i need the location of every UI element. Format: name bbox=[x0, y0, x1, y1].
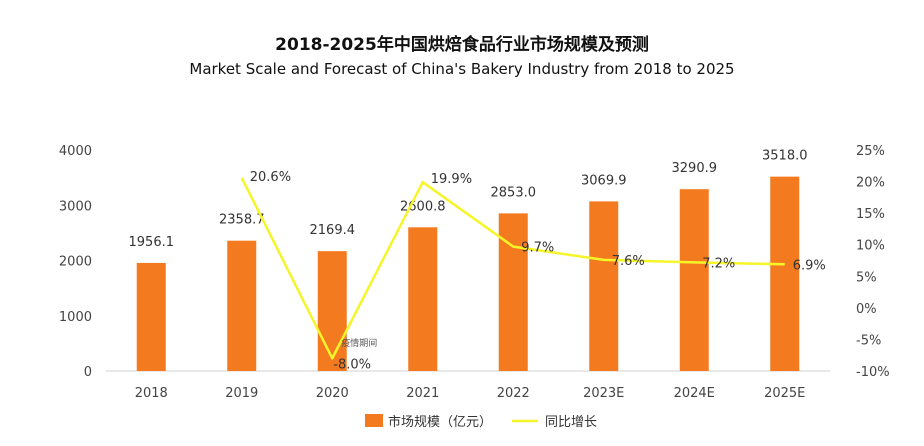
y-right-tick-label: -10% bbox=[856, 365, 890, 380]
bar-value-label: 2853.0 bbox=[491, 185, 537, 200]
bar-value-label: 3290.9 bbox=[672, 161, 718, 176]
bar bbox=[136, 262, 166, 371]
growth-value-label: 19.9% bbox=[431, 172, 472, 187]
y-left-tick-label: 2000 bbox=[59, 255, 92, 270]
bar bbox=[679, 189, 709, 371]
bar bbox=[227, 240, 257, 371]
legend-swatch-bars bbox=[365, 414, 383, 427]
growth-value-label: 7.6% bbox=[612, 254, 645, 269]
growth-value-label: 6.9% bbox=[793, 258, 826, 273]
x-tick-label: 2023E bbox=[583, 386, 624, 401]
growth-line bbox=[240, 177, 785, 360]
growth-value-label: 9.7% bbox=[521, 241, 554, 256]
y-right-tick-label: 15% bbox=[856, 207, 885, 222]
bar bbox=[589, 201, 619, 371]
bar-value-label: 1956.1 bbox=[129, 235, 175, 250]
x-tick-label: 2020 bbox=[316, 386, 349, 401]
x-tick-label: 2021 bbox=[406, 386, 439, 401]
y-right-tick-label: 10% bbox=[856, 239, 885, 254]
y-right-tick-label: 20% bbox=[856, 176, 885, 191]
x-tick-label: 2019 bbox=[225, 386, 258, 401]
bar-value-label: 2358.7 bbox=[219, 213, 265, 228]
bar bbox=[317, 251, 347, 371]
y-right-tick-label: 25% bbox=[856, 144, 885, 159]
y-right-tick-label: 5% bbox=[856, 270, 877, 285]
bar bbox=[408, 227, 438, 371]
x-tick-label: 2018 bbox=[135, 386, 168, 401]
y-left-tick-label: 3000 bbox=[59, 199, 92, 214]
y-left-tick-label: 1000 bbox=[59, 310, 92, 325]
growth-value-label: -8.0% bbox=[333, 357, 371, 372]
y-right-tick-label: -5% bbox=[856, 333, 881, 348]
legend-label-line: 同比增长 bbox=[545, 415, 597, 430]
bar bbox=[498, 213, 528, 371]
growth-value-label: 7.2% bbox=[702, 256, 735, 271]
x-tick-label: 2022 bbox=[497, 386, 530, 401]
chart-subtitle: Market Scale and Forecast of China's Bak… bbox=[189, 60, 735, 78]
bar-value-label: 3069.9 bbox=[581, 173, 627, 188]
legend-label-bars: 市场规模（亿元） bbox=[388, 414, 492, 430]
bar-value-label: 2169.4 bbox=[310, 223, 356, 238]
growth-value-label: 20.6% bbox=[250, 170, 291, 185]
chart-title: 2018-2025年中国烘焙食品行业市场规模及预测 bbox=[275, 35, 649, 55]
annotation-label: 疫情期间 bbox=[341, 337, 377, 349]
y-right-tick-label: 0% bbox=[856, 302, 877, 317]
y-left-tick-label: 0 bbox=[84, 365, 92, 380]
y-left-tick-label: 4000 bbox=[59, 144, 92, 159]
bar-value-label: 3518.0 bbox=[762, 149, 808, 164]
x-tick-label: 2024E bbox=[674, 386, 715, 401]
bar bbox=[770, 176, 800, 371]
x-tick-label: 2025E bbox=[764, 386, 805, 401]
